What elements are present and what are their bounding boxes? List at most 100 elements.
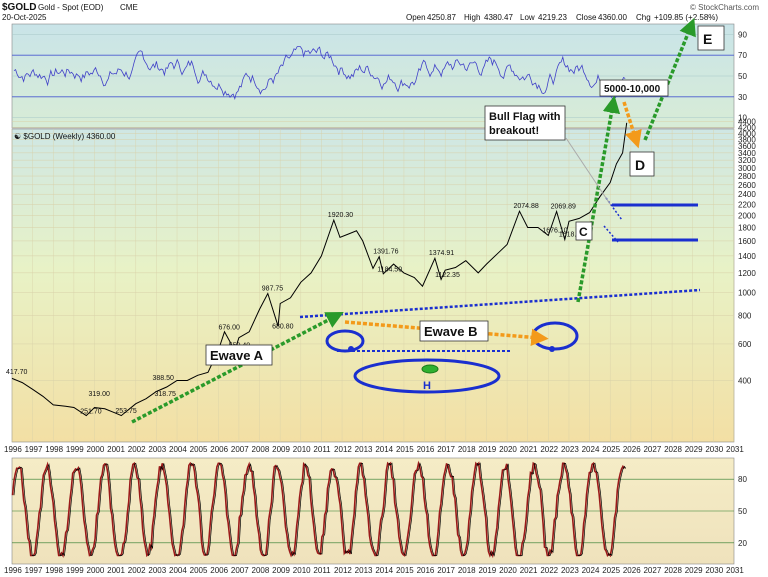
head-ellipse bbox=[353, 358, 501, 394]
price-y-tick: 4000 bbox=[738, 129, 756, 138]
instrument-name: Gold - Spot (EOD) bbox=[38, 3, 104, 12]
x-tick: 2000 bbox=[87, 445, 105, 454]
x-tick: 2004 bbox=[169, 445, 187, 454]
ewave-a-arrow bbox=[131, 311, 344, 424]
bull-flag-pointer bbox=[565, 137, 611, 205]
price-y-ticks: 400 600 800 1000 1200 1400 1600 1800 2000 2200240… bbox=[738, 118, 756, 386]
ewave-c-arrow bbox=[576, 95, 621, 303]
svg-text:Bull Flag with: Bull Flag with bbox=[489, 111, 561, 123]
x-tick-bottom: 2030 bbox=[705, 566, 723, 575]
price-y-tick: 1200 bbox=[738, 269, 756, 278]
price-label: 2069.89 bbox=[551, 203, 576, 210]
x-tick: 2015 bbox=[396, 445, 414, 454]
x-tick-bottom: 1997 bbox=[25, 566, 43, 575]
x-tick: 2028 bbox=[664, 445, 682, 454]
x-tick: 2002 bbox=[128, 445, 146, 454]
x-tick: 2011 bbox=[313, 445, 331, 454]
target-box: 5000-10,000 bbox=[599, 79, 669, 97]
x-tick-bottom: 2022 bbox=[540, 566, 558, 575]
price-y-tick: 2000 bbox=[738, 211, 756, 220]
svg-text:5000-10,000: 5000-10,000 bbox=[604, 84, 661, 95]
svg-text:E: E bbox=[703, 31, 712, 47]
price-label: 1676.10 bbox=[542, 228, 567, 235]
price-label: 319.00 bbox=[89, 391, 111, 398]
x-tick-bottom: 2031 bbox=[726, 566, 744, 575]
bull-flag-box: Bull Flag with breakout! bbox=[484, 105, 566, 141]
x-tick: 2018 bbox=[458, 445, 476, 454]
stoch-tick: 80 bbox=[738, 475, 747, 484]
price-label: 1391.76 bbox=[373, 249, 398, 256]
x-tick: 2027 bbox=[643, 445, 661, 454]
x-tick-bottom: 2010 bbox=[293, 566, 311, 575]
credit: © StockCharts.com bbox=[690, 3, 759, 12]
x-tick-bottom: 2019 bbox=[478, 566, 496, 575]
chart-date: 20-Oct-2025 bbox=[2, 13, 47, 22]
stoch-tick: 20 bbox=[738, 539, 747, 548]
price-label: 417.70 bbox=[6, 369, 28, 376]
price-y-tick: 3800 bbox=[738, 135, 756, 144]
left-shoulder-ellipse bbox=[325, 329, 365, 353]
x-tick: 2006 bbox=[210, 445, 228, 454]
price-y-tick: 2400 bbox=[738, 190, 756, 199]
x-tick: 2013 bbox=[355, 445, 373, 454]
wave-d-arrow bbox=[622, 101, 642, 149]
close-value: 4360.00 bbox=[598, 13, 627, 22]
rsi-tick: 70 bbox=[738, 51, 747, 60]
x-tick-bottom: 2002 bbox=[128, 566, 146, 575]
price-y-tick: 1000 bbox=[738, 288, 756, 297]
shoulder-dot-right bbox=[549, 346, 555, 352]
rsi-ticks: 90 70 50 30 10 bbox=[738, 30, 747, 122]
stoch-line bbox=[13, 462, 627, 557]
shoulder-dot-left bbox=[348, 346, 354, 352]
x-tick-bottom: 2024 bbox=[582, 566, 600, 575]
x-tick: 2009 bbox=[272, 445, 290, 454]
x-tick: 2021 bbox=[520, 445, 538, 454]
price-y-tick: 2800 bbox=[738, 172, 756, 181]
price-label: 253.75 bbox=[115, 408, 137, 415]
x-axis-labels: 1996 1997 1998 1999 2000 2001 2002 2003 2004 2005… bbox=[4, 445, 744, 454]
rsi-grid bbox=[12, 34, 734, 118]
price-y-tick: 4400 bbox=[738, 118, 756, 127]
price-label: 388.50 bbox=[152, 375, 174, 382]
x-axis-labels-bottom: 1996 1997 1998 1999 2000 2001 2002 2003 2004 2005… bbox=[4, 566, 744, 575]
price-label: 987.75 bbox=[262, 286, 284, 293]
x-tick-bottom: 2014 bbox=[375, 566, 393, 575]
wave-d-box: D bbox=[629, 151, 655, 177]
x-tick-bottom: 2012 bbox=[334, 566, 352, 575]
x-tick-bottom: 2003 bbox=[148, 566, 166, 575]
x-tick: 2029 bbox=[685, 445, 703, 454]
x-tick: 2030 bbox=[705, 445, 723, 454]
price-label: 1184.50 bbox=[377, 266, 402, 273]
x-tick: 2025 bbox=[602, 445, 620, 454]
wave-e-box: E bbox=[697, 25, 725, 51]
price-label: 680.80 bbox=[272, 324, 294, 331]
x-tick-bottom: 2013 bbox=[355, 566, 373, 575]
x-tick-bottom: 2004 bbox=[169, 566, 187, 575]
rsi-tick: 10 bbox=[738, 114, 747, 123]
upper-trendline bbox=[299, 288, 701, 319]
svg-text:breakout!: breakout! bbox=[489, 125, 539, 137]
price-y-tick: 600 bbox=[738, 340, 752, 349]
price-line bbox=[11, 122, 628, 417]
x-tick: 2023 bbox=[561, 445, 579, 454]
x-tick-bottom: 2017 bbox=[437, 566, 455, 575]
rsi-line bbox=[13, 46, 626, 100]
price-y-tick: 1600 bbox=[738, 237, 756, 246]
x-tick-bottom: 2009 bbox=[272, 566, 290, 575]
x-tick: 2031 bbox=[726, 445, 744, 454]
svg-text:C: C bbox=[579, 225, 588, 239]
low-label: Low bbox=[520, 13, 535, 22]
x-tick: 2014 bbox=[375, 445, 393, 454]
chg-value: +109.85 (+2.58%) bbox=[654, 13, 718, 22]
symbol: $GOLD bbox=[2, 2, 36, 13]
stoch-tick: 50 bbox=[738, 507, 747, 516]
wave-c-box: C bbox=[575, 221, 593, 241]
x-tick: 2026 bbox=[623, 445, 641, 454]
exchange: CME bbox=[120, 3, 138, 12]
head-label: H bbox=[423, 380, 431, 392]
x-tick: 2024 bbox=[582, 445, 600, 454]
x-tick: 2012 bbox=[334, 445, 352, 454]
price-label: 676.00 bbox=[218, 324, 240, 331]
price-label: 1122.35 bbox=[435, 272, 460, 279]
